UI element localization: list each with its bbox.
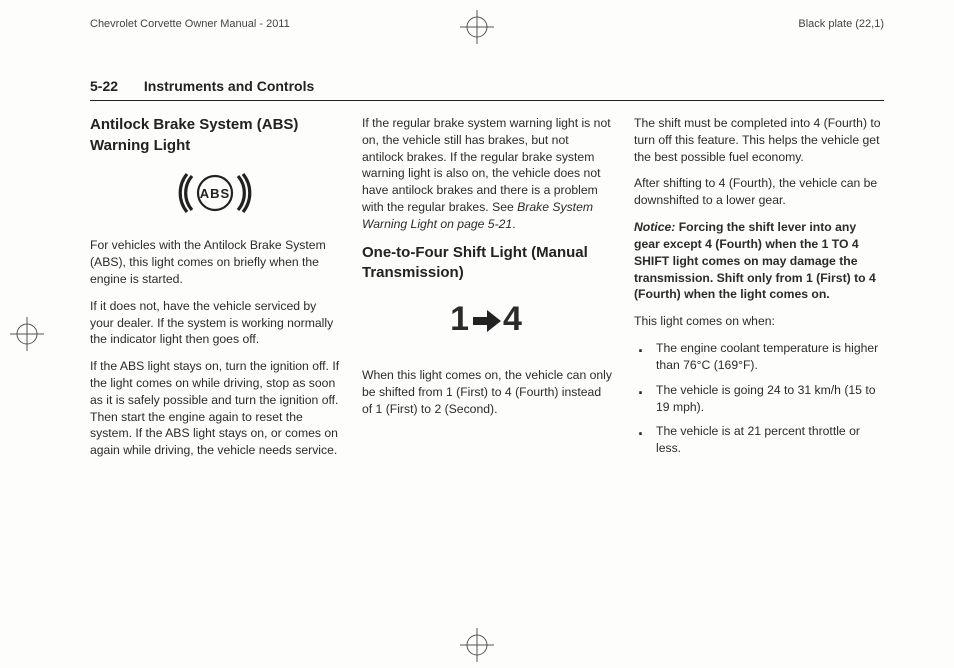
condition-item: The vehicle is going 24 to 31 km/h (15 t…	[634, 382, 884, 416]
conditions-list: The engine coolant temperature is higher…	[634, 340, 884, 457]
abs-warning-icon: ABS	[90, 168, 340, 223]
downshift-paragraph: After shifting to 4 (Fourth), the vehicl…	[634, 175, 884, 209]
abs-paragraph-2: If it does not, have the vehicle service…	[90, 298, 340, 348]
column-1: Antilock Brake System (ABS) Warning Ligh…	[90, 115, 340, 469]
registration-mark-bottom-icon	[460, 628, 494, 662]
shift-complete-paragraph: The shift must be completed into 4 (Four…	[634, 115, 884, 165]
light-conditions-intro: This light comes on when:	[634, 313, 884, 330]
notice-paragraph: Notice: Forcing the shift lever into any…	[634, 219, 884, 303]
header-plate-info: Black plate (22,1)	[798, 18, 884, 30]
condition-item: The vehicle is at 21 percent throttle or…	[634, 423, 884, 457]
header-manual-title: Chevrolet Corvette Owner Manual - 2011	[90, 18, 290, 30]
shift-light-heading: One-to-Four Shift Light (Manual Transmis…	[362, 243, 612, 284]
manual-page: Chevrolet Corvette Owner Manual - 2011 B…	[0, 0, 954, 668]
brake-warning-paragraph: If the regular brake system warning ligh…	[362, 115, 612, 233]
page-heading: 5-22 Instruments and Controls	[90, 78, 884, 101]
content-area: 5-22 Instruments and Controls Antilock B…	[90, 78, 884, 618]
notice-label: Notice:	[634, 220, 675, 234]
abs-paragraph-3: If the ABS light stays on, turn the igni…	[90, 358, 340, 459]
one-to-four-shift-icon: 1 4	[362, 296, 612, 343]
condition-item: The engine coolant temperature is higher…	[634, 340, 884, 374]
abs-heading: Antilock Brake System (ABS) Warning Ligh…	[90, 115, 340, 156]
page-number: 5-22	[90, 78, 118, 94]
shift-paragraph-1: When this light comes on, the vehicle ca…	[362, 367, 612, 417]
three-column-layout: Antilock Brake System (ABS) Warning Ligh…	[90, 115, 884, 469]
abs-paragraph-1: For vehicles with the Antilock Brake Sys…	[90, 237, 340, 287]
registration-mark-left-icon	[10, 317, 44, 351]
registration-mark-top-icon	[460, 10, 494, 44]
svg-text:ABS: ABS	[200, 186, 230, 201]
column-3: The shift must be completed into 4 (Four…	[634, 115, 884, 469]
column-2: If the regular brake system warning ligh…	[362, 115, 612, 469]
section-title: Instruments and Controls	[144, 78, 314, 94]
